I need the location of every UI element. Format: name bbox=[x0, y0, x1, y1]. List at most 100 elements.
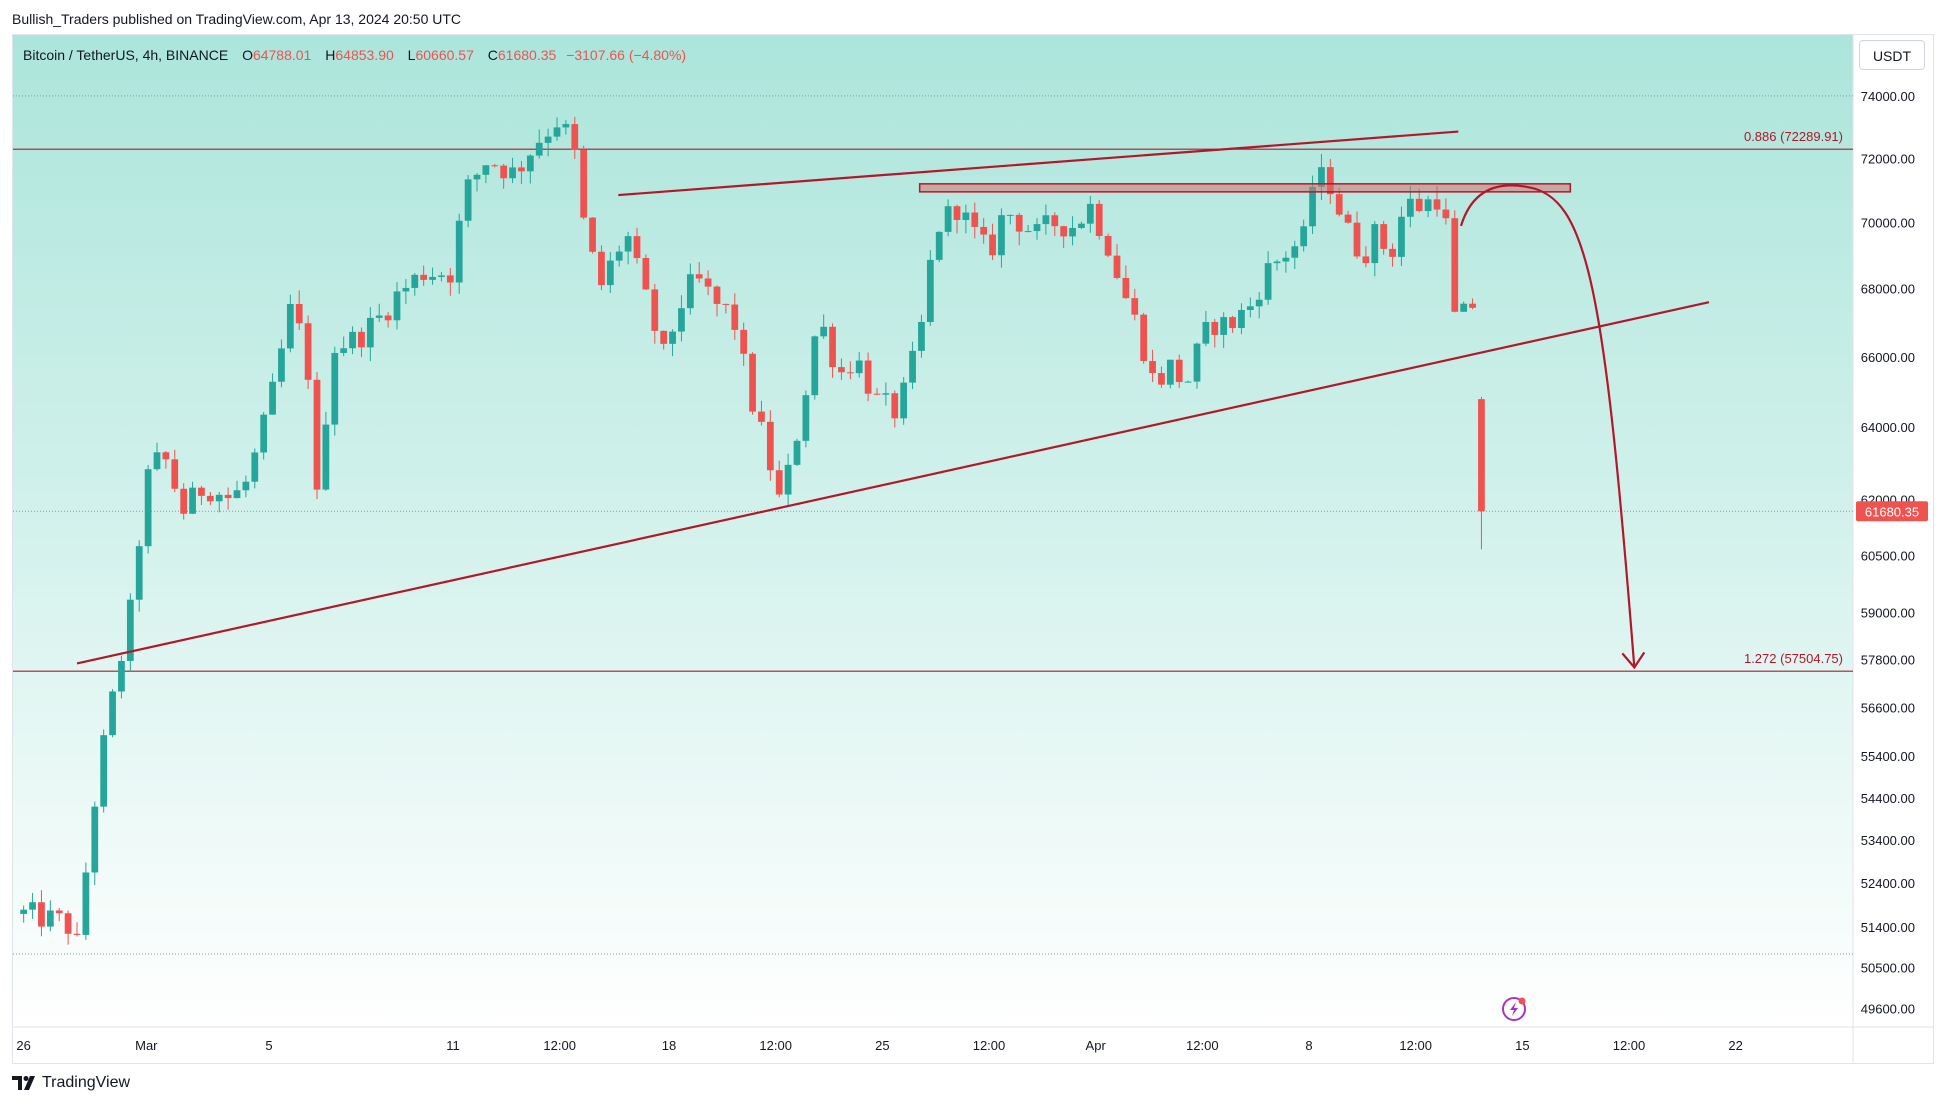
candle-body bbox=[91, 806, 99, 873]
price-tick-label: 59000.00 bbox=[1861, 606, 1915, 621]
legend-close-label: C bbox=[487, 47, 498, 63]
candle-body bbox=[838, 367, 845, 373]
last-price-badge bbox=[1856, 501, 1928, 522]
candle-body bbox=[953, 206, 961, 220]
candle-body bbox=[109, 691, 116, 736]
candle-body bbox=[118, 660, 125, 692]
price-tick-label: 56600.00 bbox=[1861, 700, 1915, 715]
candle-body bbox=[473, 174, 481, 180]
rising-support-trendline[interactable] bbox=[76, 301, 1710, 665]
candle-body bbox=[438, 275, 445, 277]
price-tick-label: 74000.00 bbox=[1861, 89, 1915, 104]
candle-body bbox=[1042, 215, 1050, 225]
time-tick-label: 25 bbox=[875, 1038, 889, 1053]
candle-body bbox=[695, 274, 703, 279]
candle-body bbox=[162, 452, 170, 460]
candle-body bbox=[1353, 222, 1361, 257]
candle-body bbox=[1095, 203, 1103, 236]
candle-body bbox=[1211, 321, 1219, 335]
candle-body bbox=[215, 494, 223, 502]
time-tick-label: 5 bbox=[265, 1038, 272, 1053]
candle-body bbox=[571, 124, 579, 150]
candle-body bbox=[1415, 198, 1423, 212]
time-tick-label: Mar bbox=[135, 1038, 158, 1053]
projection-arrow-head[interactable] bbox=[1621, 651, 1646, 670]
candle-body bbox=[1264, 263, 1272, 300]
chart-panel[interactable]: 0.886 (72289.91) 1.272 (57504.75) 74000.0… bbox=[12, 34, 1934, 1064]
candle-body bbox=[784, 464, 792, 495]
candle-body bbox=[1238, 309, 1245, 329]
candle-body bbox=[331, 352, 339, 425]
price-tick-label: 49600.00 bbox=[1861, 1002, 1915, 1017]
candle-body bbox=[1424, 199, 1432, 212]
candle-body bbox=[580, 149, 588, 218]
candle-body bbox=[393, 291, 401, 321]
time-tick-label: 26 bbox=[16, 1038, 30, 1053]
price-tick-label: 60500.00 bbox=[1861, 548, 1915, 563]
candle-body bbox=[926, 259, 934, 322]
candle-body bbox=[1371, 224, 1379, 264]
candle-body bbox=[73, 933, 81, 935]
candle-body bbox=[944, 206, 952, 232]
footer-brand[interactable]: TradingView bbox=[12, 1074, 130, 1096]
candlestick-series bbox=[20, 116, 1485, 945]
candle-body bbox=[482, 165, 490, 175]
price-chart[interactable]: 0.886 (72289.91) 1.272 (57504.75) 74000.0… bbox=[13, 35, 1933, 1063]
candle-body bbox=[29, 902, 36, 910]
candle-body bbox=[509, 167, 516, 179]
candle-body bbox=[1078, 223, 1085, 228]
price-tick-label: 51400.00 bbox=[1861, 920, 1915, 935]
candle-body bbox=[429, 276, 436, 280]
candle-body bbox=[971, 212, 979, 227]
candle-body bbox=[1291, 246, 1299, 258]
candle-body bbox=[126, 599, 134, 661]
price-tick-label: 66000.00 bbox=[1861, 350, 1915, 365]
candle-body bbox=[775, 470, 783, 495]
price-tick-label: 68000.00 bbox=[1861, 282, 1915, 297]
price-tick-label: 52400.00 bbox=[1861, 876, 1915, 891]
candle-body bbox=[224, 494, 232, 499]
candle-body bbox=[340, 348, 348, 353]
candle-body bbox=[829, 326, 836, 368]
candle-body bbox=[518, 167, 525, 172]
candle-body bbox=[749, 353, 756, 412]
upper-resistance-trendline[interactable] bbox=[618, 130, 1459, 197]
currency-selector[interactable]: USDT bbox=[1859, 40, 1925, 70]
candle-body bbox=[278, 348, 285, 382]
candle-body bbox=[206, 495, 214, 502]
candle-body bbox=[242, 481, 250, 491]
fib-level-label: 0.886 (72289.91) bbox=[1744, 129, 1843, 144]
candle-body bbox=[82, 872, 90, 935]
candle-body bbox=[544, 136, 552, 143]
legend-low-label: L bbox=[407, 47, 416, 63]
legend-high-label: H bbox=[325, 47, 336, 63]
candle-body bbox=[1300, 226, 1308, 247]
price-tick-label: 54400.00 bbox=[1861, 791, 1915, 806]
projection-arrow-path[interactable] bbox=[1459, 184, 1636, 668]
candle-body bbox=[873, 393, 881, 395]
candle-body bbox=[1051, 215, 1059, 227]
candle-body bbox=[713, 286, 721, 304]
candle-body bbox=[704, 278, 712, 287]
time-axis: 26 Mar 5 11 12:00 18 12:00 25 12:00 Apr 12:00 8 12:0… bbox=[16, 1038, 1742, 1053]
candle-body bbox=[766, 421, 774, 471]
candle-body bbox=[562, 124, 570, 128]
candle-body bbox=[1131, 298, 1139, 315]
resistance-zone-rectangle[interactable] bbox=[918, 183, 1572, 193]
candle-body bbox=[411, 274, 419, 288]
candle-body bbox=[1335, 194, 1343, 215]
candle-body bbox=[1246, 306, 1254, 310]
candle-body bbox=[1380, 224, 1388, 249]
price-tick-label: 70000.00 bbox=[1861, 216, 1915, 231]
legend-symbol: Bitcoin / TetherUS, 4h, BINANCE bbox=[23, 47, 229, 63]
candle-body bbox=[38, 902, 45, 927]
candle-body bbox=[455, 220, 463, 283]
time-tick-label: 12:00 bbox=[543, 1038, 576, 1053]
candle-body bbox=[384, 315, 392, 321]
candle-body bbox=[269, 381, 276, 415]
candle-body bbox=[918, 321, 925, 351]
candle-body bbox=[295, 304, 303, 324]
candle-body bbox=[1469, 303, 1476, 308]
candle-body bbox=[891, 393, 899, 419]
flash-icon[interactable] bbox=[1502, 997, 1526, 1021]
